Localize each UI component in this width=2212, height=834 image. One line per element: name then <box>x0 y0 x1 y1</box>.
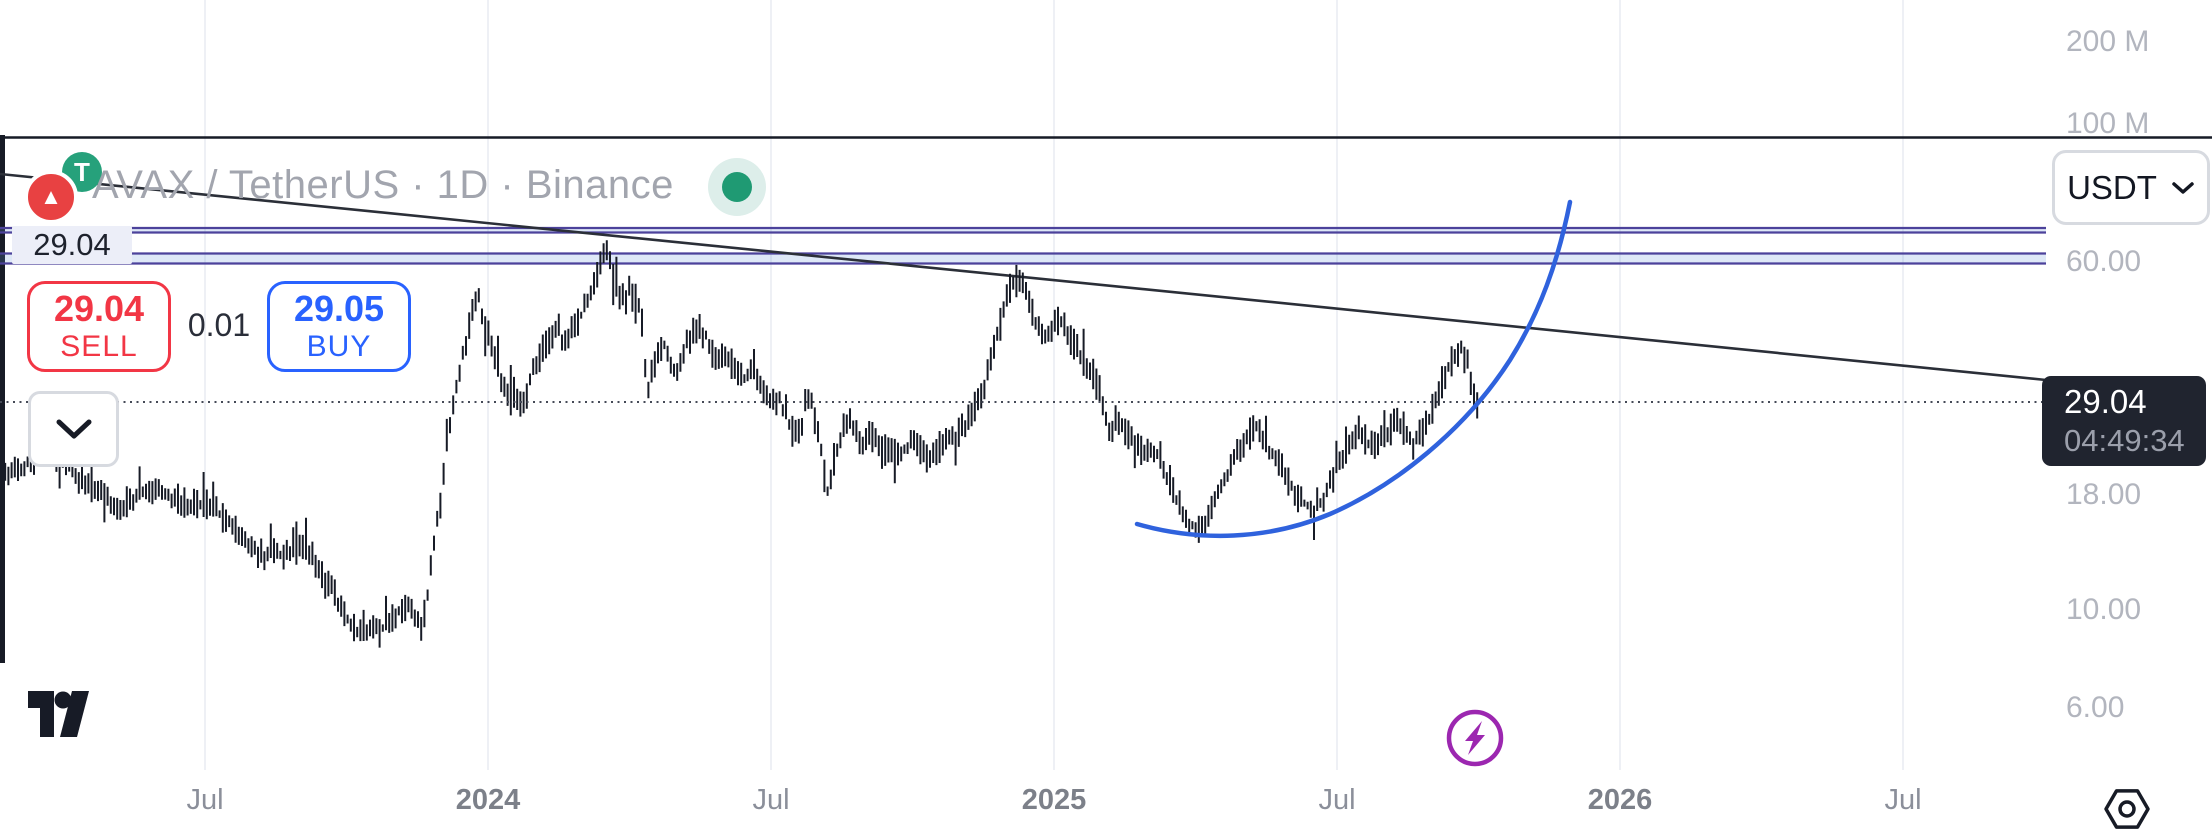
time-tick-label: 2025 <box>1021 784 1087 816</box>
buy-button[interactable]: 29.05 BUY <box>267 281 411 372</box>
tradingview-logo-dot <box>54 691 72 709</box>
curve-drawing[interactable] <box>1134 199 1573 538</box>
tradingview-logo-slash <box>60 691 89 737</box>
price-tick-label: 10.00 <box>2066 593 2142 626</box>
current-price-value: 29.04 <box>2064 383 2147 420</box>
time-tick-label: 2026 <box>1587 784 1653 816</box>
price-tick-label: 60.00 <box>2066 245 2142 278</box>
time-tick-label: Jul <box>1884 784 1922 816</box>
level-price-label-text: 29.04 <box>33 227 111 262</box>
currency-selector[interactable]: USDT <box>2052 150 2210 225</box>
time-tick-label: 2024 <box>455 784 521 816</box>
level-zone-fill <box>0 253 2046 264</box>
current-price-label: 29.04 04:49:34 <box>2042 376 2206 466</box>
chevron-down-icon <box>56 419 91 439</box>
time-tick-label: Jul <box>752 784 790 816</box>
bar-countdown: 04:49:34 <box>2064 423 2185 458</box>
buy-label: BUY <box>306 329 372 363</box>
currency-selector-value: USDT <box>2067 168 2157 206</box>
collapse-panel-button[interactable] <box>28 391 119 467</box>
time-scale[interactable]: Jul 2024 Jul 2025 Jul 2026 Jul <box>0 770 2212 834</box>
sell-button[interactable]: 29.04 SELL <box>27 281 171 372</box>
price-tick-label: 100 M <box>2066 107 2150 140</box>
spread-value: 0.01 <box>187 307 251 343</box>
settings-gear-hole <box>2118 800 2136 818</box>
sell-label: SELL <box>60 329 138 363</box>
time-tick-label: Jul <box>186 784 224 816</box>
time-tick-label: Jul <box>1318 784 1356 816</box>
price-tick-label: 6.00 <box>2066 691 2125 724</box>
market-status-dot[interactable] <box>722 172 752 202</box>
level-price-label: 29.04 <box>12 226 132 264</box>
symbol-title[interactable]: AVAX / TetherUS · 1D · Binance <box>92 163 674 207</box>
buy-price: 29.05 <box>293 287 385 329</box>
price-scale[interactable]: 200 M 100 M 60.00 18.00 10.00 6.00 <box>2046 0 2212 770</box>
settings-gear-icon[interactable] <box>2104 789 2150 829</box>
avax-logo-icon: ▲ <box>24 170 78 224</box>
sell-price: 29.04 <box>53 287 145 329</box>
symbol-logos: T ▲ <box>24 152 112 224</box>
tradingview-logo[interactable] <box>28 691 54 737</box>
lightning-icon[interactable] <box>1446 709 1504 767</box>
chevron-down-icon <box>2172 181 2194 194</box>
level-zone-fill <box>0 228 2046 233</box>
candlestick-series <box>1 240 1479 648</box>
price-tick-label: 200 M <box>2066 25 2150 58</box>
lightning-bolt-glyph <box>1465 721 1485 755</box>
price-tick-label: 18.00 <box>2066 478 2142 511</box>
